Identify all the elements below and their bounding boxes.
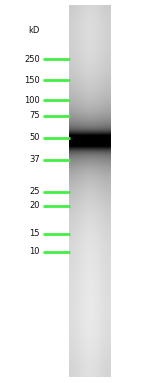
Text: kD: kD [28,26,40,35]
Text: 37: 37 [29,155,40,164]
Text: 25: 25 [29,187,40,196]
Text: 15: 15 [29,229,40,238]
Text: 250: 250 [24,55,40,64]
Text: 75: 75 [29,111,40,120]
Text: 50: 50 [29,133,40,142]
Text: 10: 10 [29,247,40,256]
Text: 20: 20 [29,201,40,210]
Text: 150: 150 [24,76,40,85]
Text: 100: 100 [24,96,40,105]
